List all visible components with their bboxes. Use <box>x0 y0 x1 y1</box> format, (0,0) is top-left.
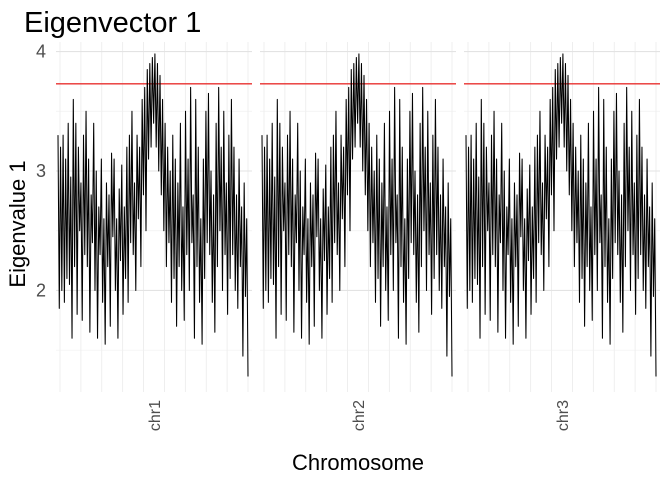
series-line-chr2 <box>261 53 453 377</box>
x-axis-title: Chromosome <box>292 450 424 475</box>
y-tick-label: 2 <box>36 280 46 300</box>
y-tick-label: 3 <box>36 161 46 181</box>
series-line-chr3 <box>465 53 657 377</box>
series-layer <box>57 53 657 377</box>
x-tick-label: chr2 <box>351 400 368 431</box>
y-axis-title: Eigenvalue 1 <box>5 160 30 287</box>
x-tick-label: chr3 <box>555 400 572 431</box>
y-tick-labels: 2 3 4 <box>36 42 46 301</box>
series-line-chr1 <box>57 53 249 377</box>
y-tick-label: 4 <box>36 42 46 62</box>
chart-title: Eigenvector 1 <box>24 7 201 39</box>
x-tick-labels: chr1 chr2 chr3 <box>147 400 572 431</box>
x-tick-label: chr1 <box>147 400 164 431</box>
